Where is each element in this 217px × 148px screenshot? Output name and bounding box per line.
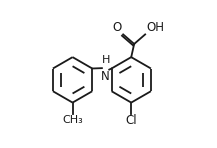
Text: N: N: [101, 70, 110, 83]
Text: Cl: Cl: [125, 114, 137, 127]
Text: O: O: [112, 21, 121, 34]
Text: CH₃: CH₃: [62, 115, 83, 125]
Text: H: H: [101, 55, 110, 65]
Text: OH: OH: [146, 21, 164, 34]
